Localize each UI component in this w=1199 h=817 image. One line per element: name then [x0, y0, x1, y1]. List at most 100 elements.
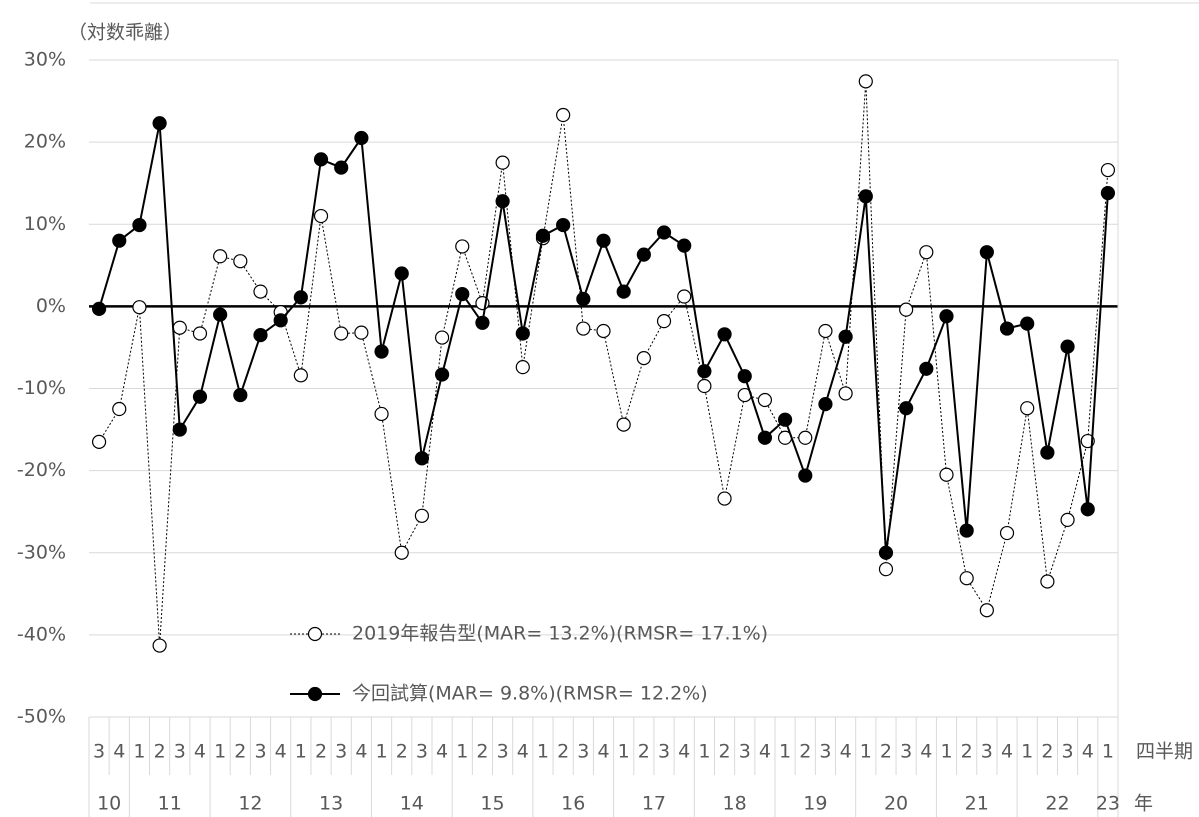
point	[293, 368, 308, 383]
x-tick-label: 3	[174, 741, 186, 763]
x-tick-label: 4	[597, 741, 609, 763]
x-tick-label: 4	[113, 741, 125, 763]
point	[838, 386, 853, 401]
point	[192, 389, 208, 404]
x-tick-label: 3	[577, 741, 589, 763]
x-tick-label: 3	[497, 741, 509, 763]
y-tick-label: 0%	[36, 295, 66, 317]
point	[374, 344, 389, 359]
x-tick-label: 4	[678, 741, 690, 763]
y-axis-label: （対数乖離）	[68, 22, 182, 44]
point	[233, 254, 248, 269]
y-tick-label: -20%	[17, 459, 66, 481]
point	[677, 238, 692, 253]
x-tick-label: 3	[658, 741, 670, 763]
point	[777, 412, 793, 427]
x-tick-label: 4	[517, 741, 529, 763]
x-tick-label: 4	[1001, 741, 1013, 763]
point	[495, 155, 510, 170]
point	[656, 314, 672, 329]
point	[1040, 574, 1055, 589]
x-tick-label: 1	[376, 741, 388, 763]
point	[636, 351, 651, 366]
point	[354, 130, 369, 146]
x-tick-label: 1	[618, 741, 630, 763]
year-label: 19	[803, 793, 827, 815]
year-label: 12	[238, 793, 262, 815]
point	[737, 369, 752, 384]
point	[1060, 339, 1075, 354]
x-tick-label: 4	[840, 741, 852, 763]
x-tick-label: 1	[1021, 741, 1033, 763]
y-tick-label: -10%	[17, 377, 66, 399]
point	[556, 217, 571, 233]
year-label: 15	[480, 793, 504, 815]
point	[334, 326, 349, 341]
point	[172, 422, 187, 437]
point	[1060, 512, 1075, 528]
point	[374, 406, 389, 422]
x-tick-label: 2	[719, 741, 731, 763]
point	[414, 508, 430, 523]
y-tick-label: -50%	[17, 706, 66, 728]
point	[334, 160, 349, 175]
point	[293, 290, 308, 305]
x-tick-label: 2	[961, 741, 973, 763]
point	[233, 387, 248, 403]
point	[939, 467, 954, 482]
x-tick-label: 1	[698, 741, 710, 763]
point	[1020, 316, 1035, 331]
point	[899, 302, 914, 317]
point	[818, 323, 833, 339]
x-tick-label: 1	[456, 741, 468, 763]
point	[616, 417, 631, 432]
point	[394, 266, 409, 281]
point	[656, 225, 672, 240]
x-tick-label: 3	[900, 741, 912, 763]
point	[112, 401, 127, 417]
point	[434, 367, 450, 382]
point	[899, 401, 914, 416]
point	[919, 361, 934, 376]
point	[273, 313, 288, 328]
point	[192, 326, 208, 341]
x-tick-label: 2	[315, 741, 327, 763]
year-label: 21	[965, 793, 989, 815]
point	[919, 245, 934, 260]
x-tick-label: 1	[779, 741, 791, 763]
point	[757, 430, 773, 445]
point	[172, 320, 187, 335]
point	[253, 284, 268, 299]
year-label: 20	[884, 793, 908, 815]
point	[717, 327, 732, 342]
x-tick-label: 1	[860, 741, 872, 763]
point	[979, 245, 994, 260]
point	[1100, 162, 1116, 178]
point	[838, 329, 853, 344]
x-tick-label: 1	[214, 741, 226, 763]
x-tick-label: 1	[940, 741, 952, 763]
x-tick-label: 2	[1041, 741, 1053, 763]
x-tick-label: 2	[638, 741, 650, 763]
x-tick-label: 1	[537, 741, 549, 763]
point	[596, 233, 611, 248]
point	[313, 208, 329, 224]
point	[414, 451, 430, 466]
x-tick-label: 2	[234, 741, 246, 763]
y-tick-label: 20%	[24, 131, 66, 153]
year-label: 13	[319, 793, 343, 815]
point	[999, 525, 1015, 541]
point	[535, 228, 551, 243]
point	[979, 603, 994, 618]
legend-label: 今回試算(MAR= 9.8%)(RMSR= 12.2%)	[352, 683, 708, 705]
y-tick-label: 10%	[24, 213, 66, 235]
y-tick-label: 30%	[24, 49, 66, 71]
x-tick-label: 3	[335, 741, 347, 763]
point	[717, 491, 732, 506]
x-tick-label: 4	[920, 741, 932, 763]
point	[112, 233, 127, 248]
year-label: 23	[1096, 793, 1120, 815]
point	[152, 638, 167, 653]
point	[253, 328, 268, 343]
